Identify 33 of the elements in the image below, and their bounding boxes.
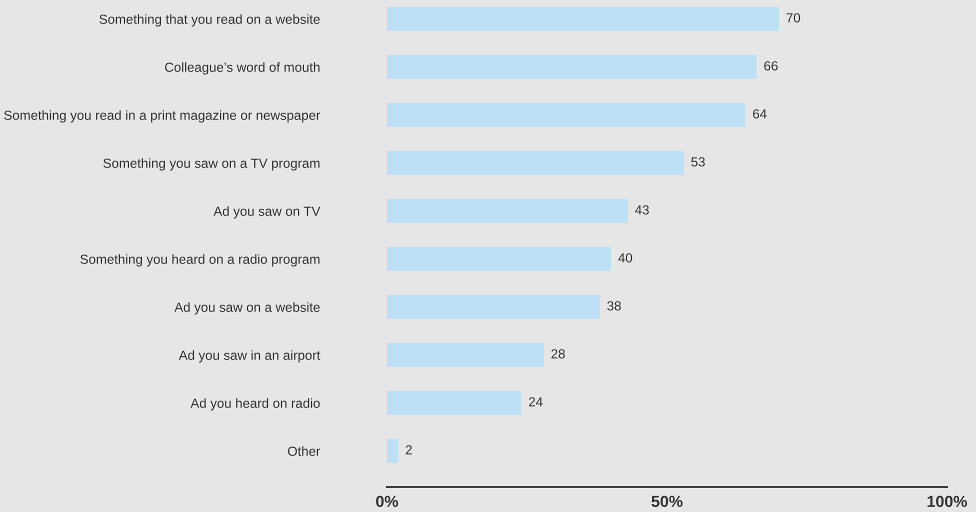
- x-tick-label: 100%: [928, 496, 968, 508]
- bar: [387, 7, 779, 31]
- bar: [387, 247, 611, 271]
- y-tick-label: Ad you heard on radio: [190, 398, 320, 411]
- y-tick-label: Other: [288, 446, 320, 456]
- data-label: 53: [691, 157, 705, 167]
- bar: [387, 295, 600, 319]
- bar: [387, 103, 746, 127]
- data-label: 28: [551, 349, 565, 359]
- data-label: 40: [618, 253, 632, 263]
- data-label: 66: [764, 61, 778, 71]
- data-label: 2: [406, 445, 412, 454]
- bar: [387, 391, 522, 415]
- data-label: 70: [786, 13, 800, 23]
- bar: [387, 151, 684, 175]
- bar: [387, 343, 544, 367]
- y-tick-label: Colleague’s word of mouth: [165, 62, 320, 75]
- y-tick-label: Ad you saw in an airport: [178, 350, 320, 363]
- y-tick-label: Ad you saw on TV: [214, 206, 320, 219]
- data-label: 24: [529, 397, 543, 406]
- y-tick-label: Ad you saw on a website: [174, 302, 320, 315]
- bar: [387, 439, 398, 463]
- y-tick-label: Something you heard on a radio program: [80, 254, 320, 267]
- y-tick-label: Something that you read on a website: [99, 14, 320, 27]
- data-label: 43: [635, 205, 649, 215]
- bar: [387, 199, 628, 223]
- y-tick-label: Something you saw on a TV program: [103, 158, 320, 171]
- x-tick-label: 0%: [376, 496, 398, 508]
- bar: [387, 55, 757, 79]
- x-tick-label: 50%: [652, 496, 683, 508]
- data-label: 38: [607, 301, 621, 311]
- data-label: 64: [753, 109, 767, 119]
- y-tick-label: Something you read in a print magazine or newspaper: [4, 110, 320, 123]
